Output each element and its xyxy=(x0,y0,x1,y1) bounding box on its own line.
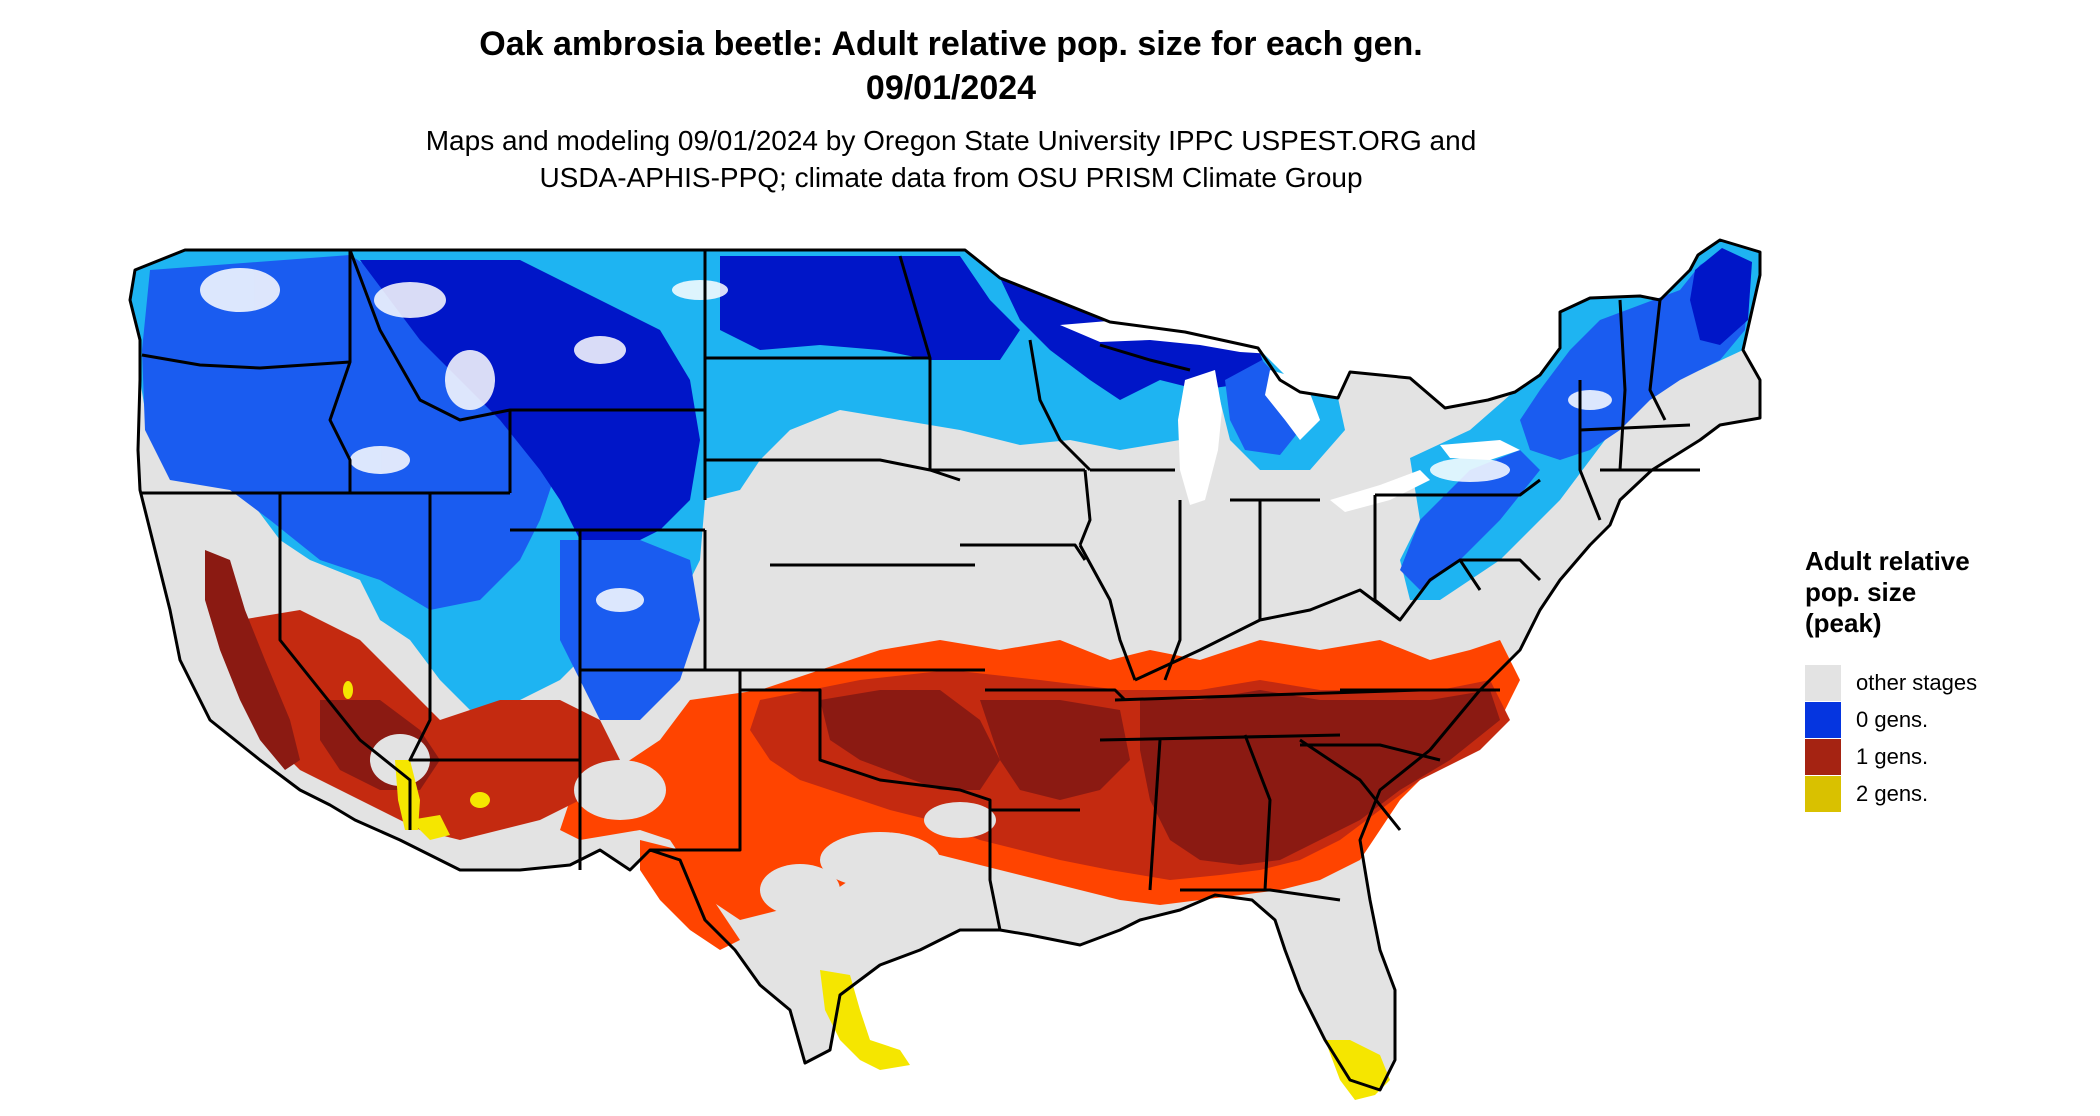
speckle xyxy=(350,446,410,474)
legend-swatch-0-gens xyxy=(1805,702,1841,738)
boundary-ms-al xyxy=(1148,739,1162,891)
boundary-ga-sc xyxy=(1299,738,1402,831)
boundary-ut-az xyxy=(408,670,580,762)
lake-superior xyxy=(1060,320,1290,355)
legend-swatch-other-stages xyxy=(1805,665,1841,701)
boundary-nj-de-md xyxy=(1460,558,1542,582)
boundary-mo-il xyxy=(1078,544,1137,681)
map-title: Oak ambrosia beetle: Adult relative pop.… xyxy=(0,22,1902,110)
boundary-ma-north xyxy=(1579,423,1691,432)
gray-island xyxy=(760,864,840,916)
boundary-wv-va xyxy=(1374,558,1482,622)
legend-title-line-3: (peak) xyxy=(1805,608,1882,638)
gray-island xyxy=(574,760,666,820)
zone-2-south-texas xyxy=(820,970,910,1070)
zone-0-dark-north-dakota xyxy=(720,256,1020,360)
speckle xyxy=(445,350,495,410)
boundary-ok-tx xyxy=(740,688,992,850)
zone-1-dark-core-oklahoma xyxy=(820,690,1000,790)
boundary-fl-north xyxy=(1180,888,1341,902)
speckle xyxy=(374,282,446,318)
boundary-vt-nh xyxy=(1618,299,1627,471)
state-boundaries xyxy=(128,238,1762,1092)
zone-1-dark-central-valley xyxy=(205,550,300,770)
legend-swatch-2-gens xyxy=(1805,776,1841,812)
zone-1-mid-southwest xyxy=(230,610,620,840)
map-title-line-2: 09/01/2024 xyxy=(865,69,1037,107)
legend-title-line-1: Adult relative xyxy=(1805,546,1970,576)
speckle xyxy=(200,268,280,312)
boundary-mi-wi xyxy=(1099,343,1191,372)
legend-label-0-gens: 0 gens. xyxy=(1856,707,1929,732)
zone-1-dark-core-arkansas xyxy=(980,700,1130,800)
map-subtitle-line-2: USDA-APHIS-PPQ; climate data from OSU PR… xyxy=(539,162,1363,193)
zone-0-mid-appalachians xyxy=(1400,450,1540,590)
zone-2-spot xyxy=(470,792,490,808)
zone-2-south-florida xyxy=(1325,1040,1390,1100)
boundary-mo-ar xyxy=(985,688,1127,702)
high-elevation-speckles xyxy=(200,268,1612,612)
gray-island xyxy=(820,832,940,888)
boundary-tn-ms-al-ga xyxy=(1099,733,1341,742)
legend-item-2-gens: 2 gens. xyxy=(1805,776,2065,813)
boundary-nm-tx xyxy=(650,670,742,852)
boundary-id-mt xyxy=(348,249,512,493)
zone-2-lower-colorado xyxy=(395,760,420,830)
map-title-line-1: Oak ambrosia beetle: Adult relative pop.… xyxy=(479,25,1423,63)
zero-gen-zones xyxy=(130,240,1760,720)
speckle xyxy=(574,336,626,364)
gray-island xyxy=(924,802,996,838)
lake-ontario xyxy=(1440,440,1520,460)
boundary-id-west xyxy=(328,250,352,493)
boundary-nv-ca xyxy=(278,493,412,830)
boundary-pa-ny xyxy=(1375,478,1541,497)
legend-label-other-stages: other stages xyxy=(1856,670,1978,695)
boundary-sd-ne xyxy=(705,458,961,482)
boundary-wa-or xyxy=(141,353,351,370)
boundary-ia-il xyxy=(1078,469,1092,546)
legend-title-line-2: pop. size xyxy=(1805,577,1917,607)
legend-item-1-gens: 1 gens. xyxy=(1805,739,2065,776)
legend-item-0-gens: 0 gens. xyxy=(1805,702,2065,739)
zone-0-mid-rockies xyxy=(560,540,700,720)
legend-title: Adult relative pop. size (peak) xyxy=(1805,546,2065,639)
zone-0-dark-maine xyxy=(1690,248,1752,345)
zone-2-spot xyxy=(343,681,353,699)
lake-erie xyxy=(1330,470,1430,512)
lake-huron xyxy=(1265,370,1320,440)
boundary-ky-north xyxy=(1134,588,1401,682)
speckle xyxy=(1568,390,1612,410)
zone-1-dark-core-southeast xyxy=(1140,690,1500,865)
boundary-il-in xyxy=(1163,500,1182,681)
zone-0-dark-idaho-montana xyxy=(360,260,700,550)
legend-label-2-gens: 2 gens. xyxy=(1856,781,1929,806)
title-block: Oak ambrosia beetle: Adult relative pop.… xyxy=(0,22,1902,196)
legend-swatch-1-gens xyxy=(1805,739,1841,775)
zone-2-yuma xyxy=(410,815,450,840)
legend: Adult relative pop. size (peak) other st… xyxy=(1805,546,2065,813)
boundary-nh-me xyxy=(1648,299,1667,421)
boundary-al-ga xyxy=(1243,734,1272,891)
map-subtitle-line-1: Maps and modeling 09/01/2024 by Oregon S… xyxy=(425,125,1477,156)
boundary-la-tx xyxy=(988,810,1002,931)
legend-item-other-stages: other stages xyxy=(1805,665,2065,702)
lake-michigan xyxy=(1178,370,1222,505)
map-subtitle: Maps and modeling 09/01/2024 by Oregon S… xyxy=(0,122,1902,196)
legend-label-1-gens: 1 gens. xyxy=(1856,744,1929,769)
boundary-mn-wi xyxy=(1028,339,1092,472)
boundary-ny-new-england xyxy=(1578,380,1602,521)
other-stage-islands xyxy=(370,734,996,916)
speckle xyxy=(672,280,728,300)
boundary-ky-tn xyxy=(1114,688,1421,702)
boundary-nc-sc xyxy=(1300,743,1441,762)
one-gen-zones xyxy=(205,550,1520,950)
boundary-nd-mn xyxy=(898,255,932,470)
zone-1-light-west-texas xyxy=(640,840,740,950)
speckle xyxy=(1430,458,1510,482)
boundary-ia-mo xyxy=(960,543,1087,561)
national-outline xyxy=(128,238,1762,1092)
water-bodies xyxy=(1060,320,1520,512)
speckle xyxy=(596,588,644,612)
